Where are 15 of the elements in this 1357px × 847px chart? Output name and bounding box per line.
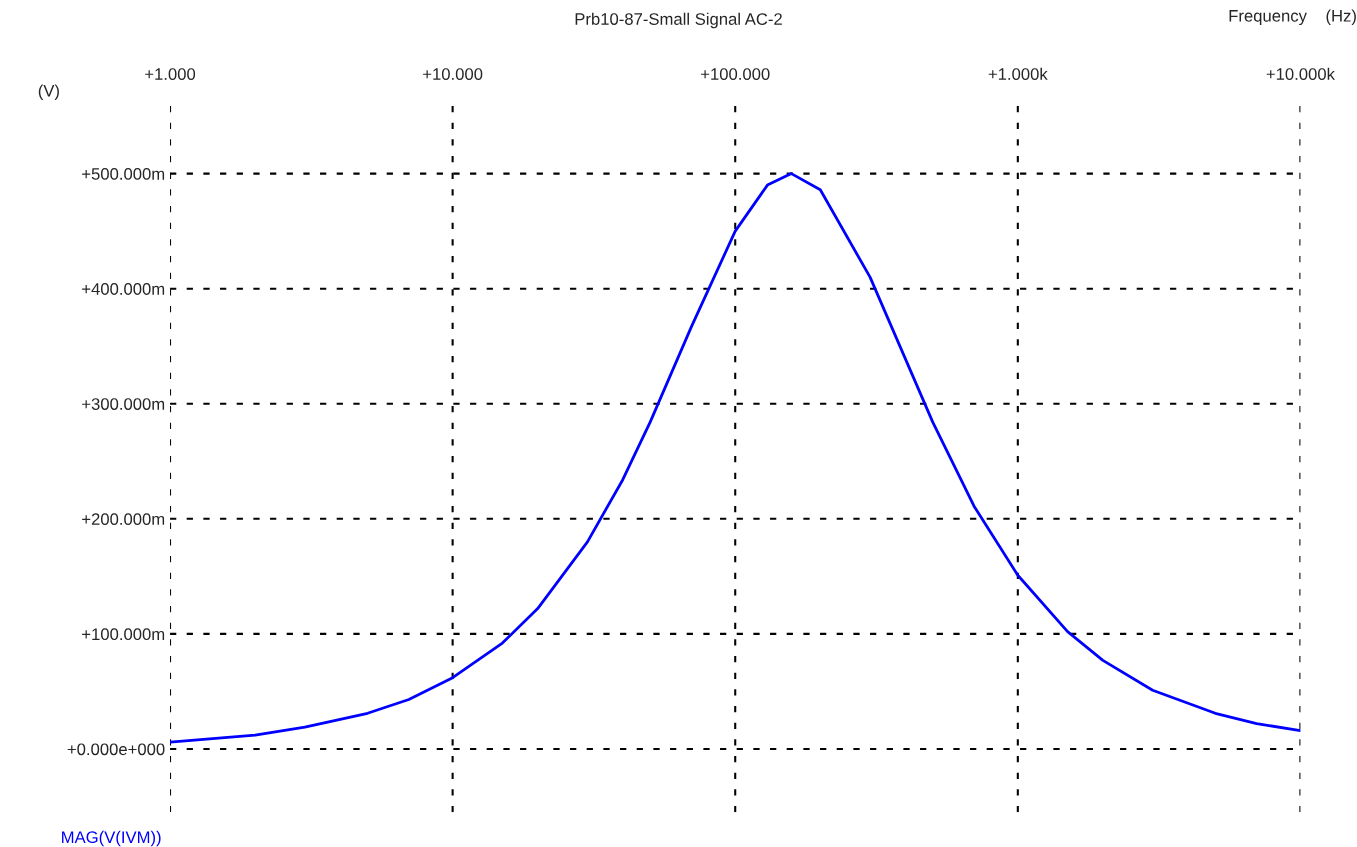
- x-tick-label: +100.000: [701, 68, 770, 80]
- y-tick-label: +300.000m: [82, 398, 165, 410]
- y-tick-label: +100.000m: [82, 628, 165, 641]
- y-axis-title: (V): [38, 84, 59, 100]
- x-axis-title: Frequency (Hz): [1229, 9, 1356, 26]
- x-tick-label: +1.000: [145, 68, 196, 80]
- text: MAG(V(IVM)): [62, 830, 161, 847]
- x-tick-label: +10.000: [423, 68, 483, 80]
- y-tick-label: +400.000m: [82, 283, 165, 295]
- y-tick-label: +200.000m: [82, 513, 165, 526]
- y-tick-label: +500.000m: [82, 168, 165, 180]
- chart-title: Prb10-87-Small Signal AC-2: [575, 12, 782, 29]
- x-tick-label: +1.000k: [988, 67, 1048, 80]
- x-tick-label: +10.000k: [1266, 67, 1335, 80]
- y-tick-label: +0.000e+000: [67, 743, 165, 756]
